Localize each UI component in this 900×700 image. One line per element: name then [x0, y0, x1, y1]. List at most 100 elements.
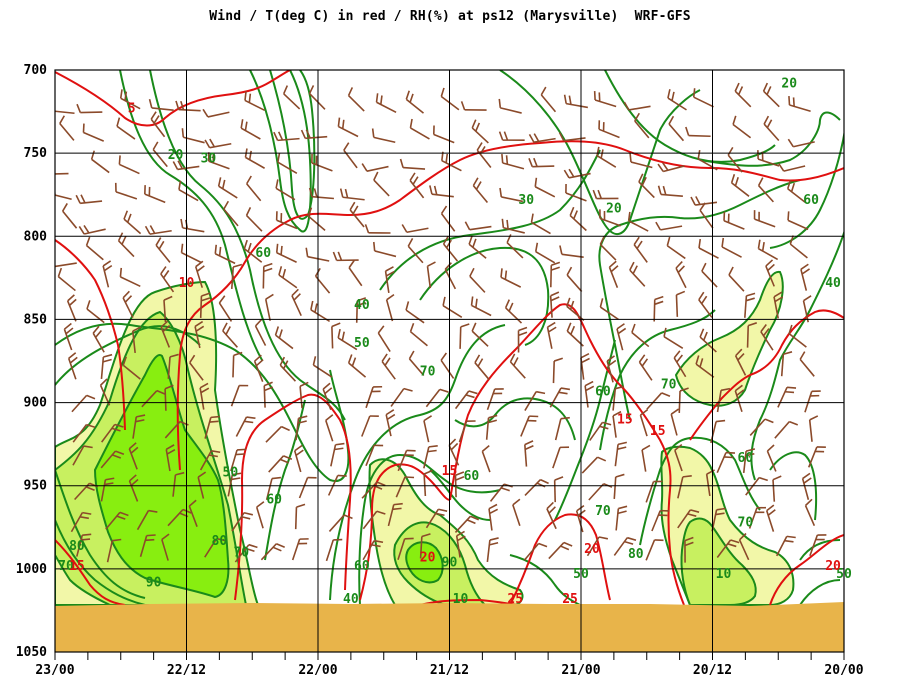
- rh-contour-label: 70: [595, 504, 611, 519]
- wind-barb: [799, 351, 815, 377]
- rh-contour-label: 80: [212, 534, 228, 549]
- x-axis-labels: 23/00 22/12 22/00 21/12 21/00 20/12 20/00: [35, 663, 863, 678]
- wind-barb: [474, 354, 490, 381]
- wind-barb: [807, 446, 826, 468]
- wind-barb: [308, 85, 326, 110]
- wind-barb: [311, 153, 333, 172]
- wind-barb: [546, 501, 557, 530]
- wind-barb: [615, 505, 628, 531]
- wind-barb: [788, 324, 807, 348]
- wind-barb: [268, 455, 293, 473]
- wind-barb: [202, 108, 230, 118]
- wind-barb: [76, 533, 92, 557]
- wind-barb: [419, 533, 431, 559]
- temperature-contour-labels: 5 10 15 15 15 20 20 20 25 25 15: [69, 102, 841, 608]
- wind-barb: [523, 542, 548, 561]
- wind-barb: [772, 475, 782, 502]
- wind-barb: [377, 325, 391, 353]
- wind-barb: [705, 469, 715, 497]
- rh-contour-label: 40: [825, 276, 841, 291]
- wind-barb: [152, 141, 168, 168]
- wind-barb: [75, 194, 103, 205]
- rh-90-region-left: [93, 354, 230, 599]
- rh-contour-label: 70: [738, 516, 754, 531]
- wind-barb: [279, 356, 297, 382]
- rh-70-region-upper-right: [674, 270, 784, 407]
- wind-barb: [581, 456, 607, 474]
- wind-barb: [716, 451, 736, 474]
- wind-barb: [204, 138, 232, 149]
- wind-barb: [71, 394, 96, 413]
- wind-barb: [440, 87, 460, 111]
- wind-barb: [119, 89, 141, 110]
- wind-barb: [275, 243, 297, 263]
- wind-barb: [100, 477, 115, 502]
- rh-contour-label: 60: [255, 246, 271, 261]
- wind-barb: [699, 328, 717, 353]
- wind-barb: [685, 126, 711, 138]
- rh-90-region-mid: [405, 541, 444, 584]
- wind-barb: [197, 471, 207, 499]
- wind-barb: [265, 476, 282, 501]
- wind-barb: [786, 179, 806, 203]
- wind-barb: [262, 262, 273, 289]
- wind-barb: [55, 187, 72, 201]
- wind-barb: [178, 180, 199, 202]
- wind-barb: [552, 446, 570, 469]
- rh-contour-label: 60: [803, 193, 819, 208]
- wind-barb: [677, 474, 692, 499]
- wind-barb: [99, 378, 111, 406]
- wind-barb: [218, 295, 233, 322]
- wind-barb: [763, 115, 780, 142]
- wind-barb: [118, 155, 140, 175]
- wind-barb: [498, 98, 522, 114]
- wind-barb: [762, 82, 780, 108]
- wind-barb: [653, 295, 664, 322]
- wind-barb: [373, 171, 390, 197]
- wind-barb: [199, 450, 221, 471]
- wind-barb: [155, 237, 171, 263]
- wind-barb: [116, 117, 136, 140]
- wind-barb: [727, 146, 743, 173]
- wind-barb: [471, 119, 489, 144]
- wind-barb: [150, 111, 166, 138]
- wind-barb: [312, 356, 333, 378]
- x-tick-label: 20/00: [824, 663, 863, 678]
- wind-barbs: [55, 82, 827, 563]
- wind-barb: [634, 112, 650, 139]
- wind-barb: [550, 261, 561, 288]
- wind-barb: [670, 408, 680, 436]
- x-tick-label: 22/00: [298, 663, 337, 678]
- rh-contour-label: 20: [606, 201, 622, 216]
- temperature-contour-label: 15: [617, 413, 633, 428]
- wind-barb: [293, 444, 304, 473]
- wind-barb: [199, 382, 210, 410]
- wind-barb: [629, 153, 653, 169]
- wind-barb: [732, 115, 752, 139]
- wind-barb: [231, 511, 254, 532]
- wind-barb: [612, 385, 625, 411]
- wind-barb: [181, 128, 205, 144]
- wind-barb: [253, 354, 264, 382]
- wind-barb: [506, 234, 524, 259]
- wind-barb: [499, 187, 524, 203]
- rh-contour-label: 70: [661, 378, 677, 393]
- wind-barb: [307, 207, 326, 231]
- wind-barb: [161, 533, 170, 561]
- wind-barb: [232, 351, 243, 378]
- temperature-contour-label: 25: [507, 592, 523, 607]
- wind-barb: [608, 260, 619, 288]
- wind-barb: [72, 423, 96, 443]
- wind-barb: [760, 324, 774, 351]
- wind-barb: [504, 299, 523, 324]
- temperature-contour-label: 10: [179, 276, 195, 291]
- wind-barb: [141, 389, 166, 408]
- y-axis-labels: 700 750 800 850 900 950 1000 1050: [16, 63, 47, 660]
- wind-barb: [144, 225, 172, 235]
- x-tick-label: 21/12: [430, 663, 469, 678]
- wind-barb: [459, 323, 470, 349]
- wind-barb: [337, 117, 359, 138]
- rh-contour-label: 50: [354, 336, 370, 351]
- wind-barb: [540, 86, 557, 113]
